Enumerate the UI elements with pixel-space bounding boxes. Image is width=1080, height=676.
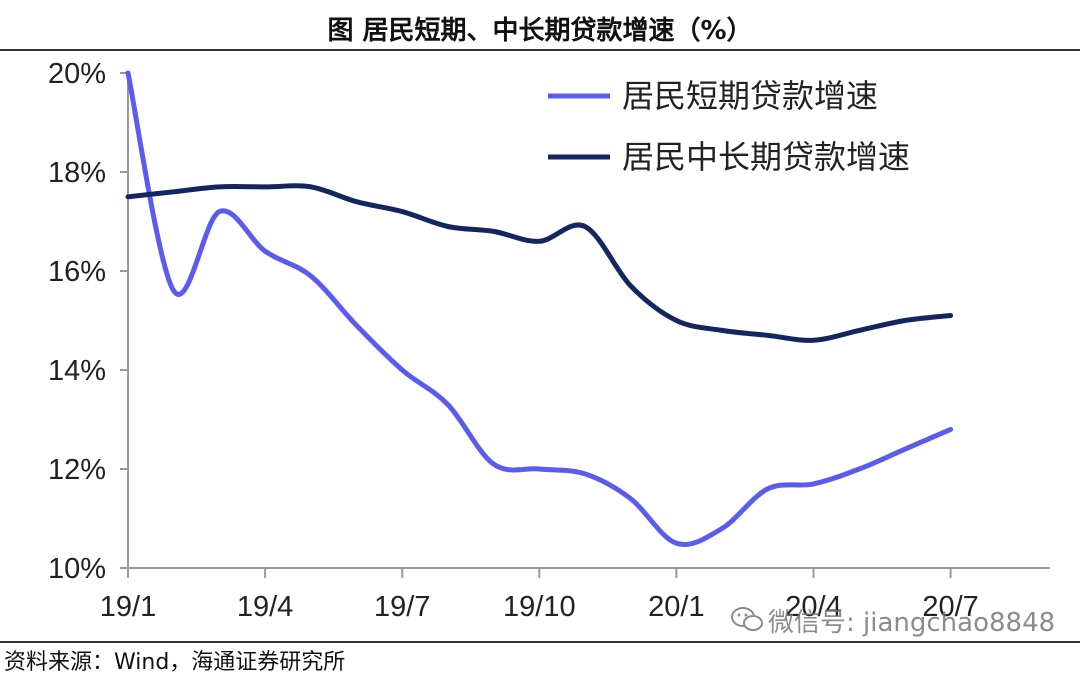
x-tick-label: 19/1 [100, 591, 156, 623]
watermark: 微信号: jiangchao8848 [730, 600, 1055, 640]
y-tick-label: 16% [48, 256, 106, 288]
chart-title: 图 居民短期、中长期贷款增速（%） [327, 16, 753, 46]
y-tick-label: 20% [48, 58, 106, 90]
title-bar: 图 居民短期、中长期贷款增速（%） [0, 0, 1080, 50]
y-tick-label: 18% [48, 157, 106, 189]
source-note: 资料来源：Wind，海通证券研究所 [4, 650, 346, 675]
x-tick-label: 19/10 [503, 591, 576, 623]
wechat-icon [731, 607, 763, 631]
legend-item-short-term-label: 居民短期贷款增速 [622, 77, 878, 115]
bottom-divider [0, 641, 1080, 643]
x-tick-label: 20/1 [648, 591, 704, 623]
series-line-medium-long-term [125, 183, 954, 343]
x-tick-label: 20/4 [785, 591, 841, 623]
line-chart: 20% 18% 16% 14% 12% 10% 19/1 19/4 19/7 19/10 20/1 2… [48, 58, 1050, 623]
x-tick-label: 20/7 [922, 591, 978, 623]
y-tick-label: 14% [48, 355, 106, 387]
series-line-short-term [125, 70, 954, 547]
y-tick-label: 10% [48, 553, 106, 585]
y-tick-label: 12% [48, 454, 106, 486]
title-divider [0, 49, 1080, 51]
watermark-text: 微信号: jiangchao8848 [768, 607, 1056, 638]
x-tick-label: 19/7 [374, 591, 430, 623]
x-tick-label: 19/4 [237, 591, 293, 623]
legend-item-medium-long-term-label: 居民中长期贷款增速 [622, 138, 910, 176]
